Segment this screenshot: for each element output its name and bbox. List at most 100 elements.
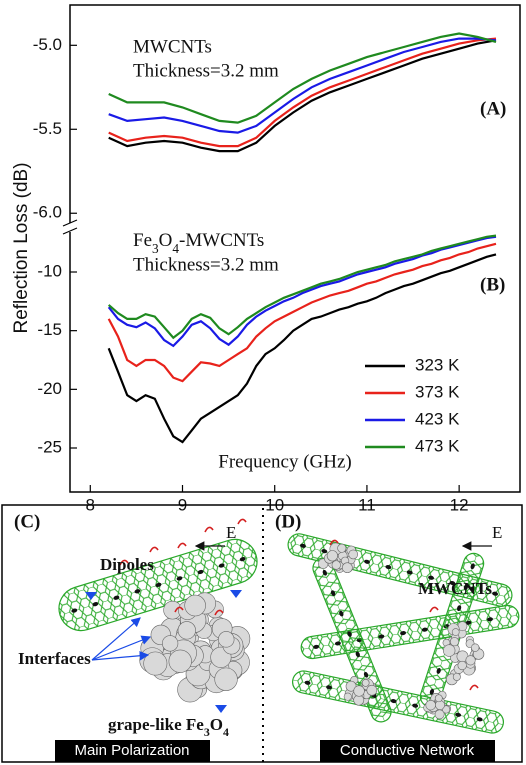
caption-box [55, 740, 210, 762]
fe3o4-label: grape-like Fe3O4 [108, 715, 229, 739]
caption: Conductive Network [340, 742, 475, 759]
dipoles-label: Dipoles [100, 555, 154, 574]
series-line [108, 39, 497, 153]
dot [412, 703, 419, 708]
dot [300, 543, 306, 548]
particle [353, 685, 365, 697]
dot [429, 688, 435, 695]
dot [465, 620, 472, 625]
dot [378, 634, 385, 639]
x-axis-label: Frequency (GHz) [218, 451, 351, 472]
clusters [119, 518, 485, 720]
particle [343, 692, 352, 701]
dot [363, 671, 369, 678]
dot [176, 576, 183, 581]
field-label: E [226, 523, 236, 542]
particle [168, 649, 192, 673]
dipole [469, 684, 479, 691]
particle [331, 560, 341, 570]
particle [361, 679, 370, 687]
particle [218, 631, 235, 648]
dot [390, 699, 397, 704]
field-label: E [492, 523, 502, 542]
charts: -6.0 -5.5 -5.0 MWCNTs Thickness=3.2 mm (A) -25… [11, 4, 521, 514]
series-line [107, 235, 497, 348]
series-line [108, 37, 497, 148]
mwcnt-label: MWCNTs [418, 579, 492, 598]
particle [471, 643, 480, 652]
legend-label: 373 K [415, 382, 460, 401]
particle [465, 655, 476, 666]
dot [113, 595, 120, 600]
particle [214, 667, 238, 691]
dot [339, 610, 344, 617]
particle [341, 562, 353, 574]
tube-body [292, 670, 504, 734]
dipole [149, 546, 159, 553]
particle [143, 651, 168, 676]
particle [452, 672, 461, 681]
plot-frame [69, 4, 521, 493]
dipole [214, 609, 224, 616]
annotation: Fe3O4-MWCNTs [133, 230, 264, 255]
caption: Main Polarization [74, 742, 189, 759]
dipole [174, 606, 184, 613]
legend-label: 423 K [415, 409, 460, 428]
series-line [107, 253, 497, 444]
annotation: Thickness=3.2 mm [133, 254, 279, 275]
y-tick-label: -6.0 [33, 203, 62, 222]
particle [457, 660, 467, 671]
dot [492, 591, 499, 596]
dot [355, 651, 360, 658]
dot [134, 589, 141, 594]
panel-label: (C) [14, 511, 40, 532]
y-axis-label: Reflection Loss (dB) [11, 162, 32, 333]
y-tick-label: -25 [37, 437, 62, 456]
dipole [429, 606, 439, 613]
dot [330, 590, 336, 597]
y-tick-label: -5.5 [33, 119, 62, 138]
y-tick-label: -5.0 [33, 35, 62, 54]
dot [476, 717, 483, 722]
dot [456, 605, 462, 612]
particle [449, 637, 460, 647]
caption-box [320, 740, 495, 762]
particle [177, 621, 196, 640]
dipole [237, 518, 247, 525]
series-line [107, 242, 497, 383]
dot [334, 641, 341, 646]
series-line [108, 37, 497, 134]
particle [443, 644, 456, 657]
dot [218, 563, 225, 568]
particle [184, 594, 206, 617]
interface-arrow [91, 635, 152, 661]
series-line [107, 234, 497, 340]
dot [406, 570, 413, 575]
particle [162, 635, 179, 652]
interfaces-label: Interfaces [18, 649, 91, 668]
interface-arrow [91, 650, 150, 661]
dipole [204, 526, 214, 533]
y-tick-label: -10 [37, 261, 62, 280]
dot [155, 582, 162, 587]
dot [321, 549, 328, 554]
dot [347, 631, 352, 637]
break-mark [62, 219, 78, 235]
dot [326, 685, 333, 690]
dot [470, 563, 475, 570]
panel-label: (D) [275, 511, 301, 532]
diagram: (C) E Dipoles Interfaces grape-like Fe3O… [1, 504, 523, 763]
axis-break [67, 223, 73, 232]
y-tick-label: -20 [37, 379, 62, 398]
dipole [329, 539, 339, 546]
legend-label: 473 K [415, 436, 460, 455]
dot [197, 569, 204, 575]
dot [92, 602, 99, 607]
annotation: Thickness=3.2 mm [133, 60, 279, 81]
nanotube [292, 670, 504, 734]
particle [348, 549, 359, 560]
dipole [119, 559, 129, 566]
dot [364, 559, 370, 564]
